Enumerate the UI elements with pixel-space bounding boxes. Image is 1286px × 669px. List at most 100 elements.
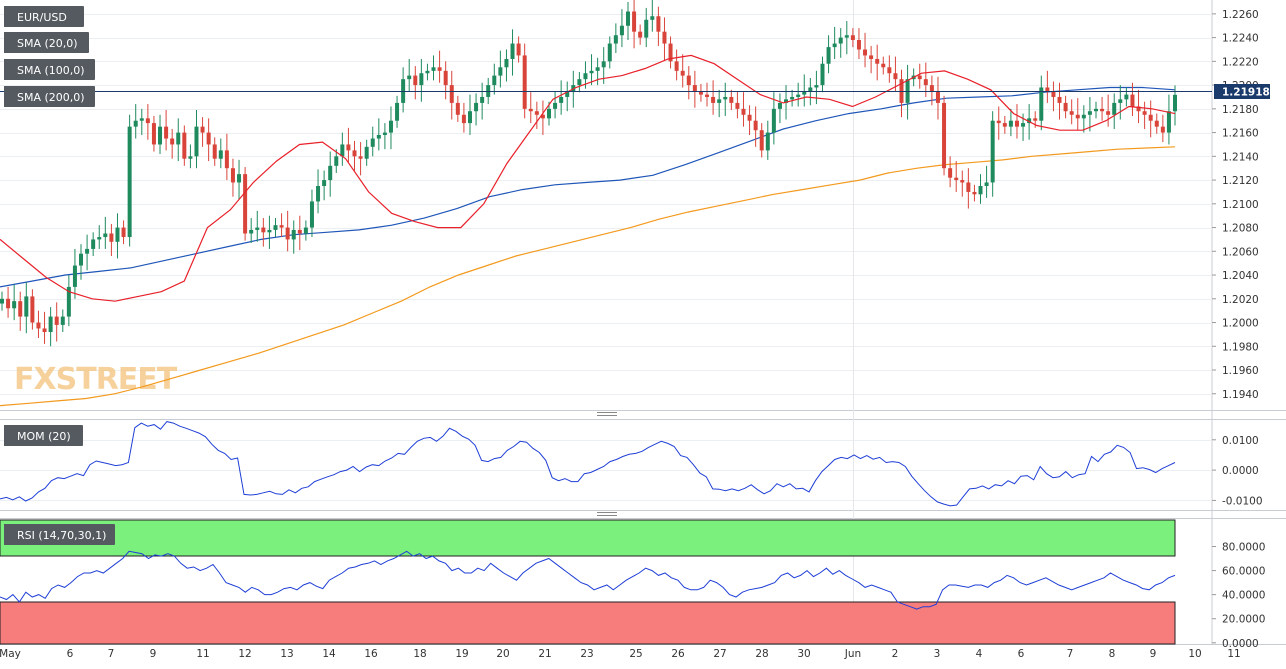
- candle-body: [1002, 123, 1007, 127]
- candle-body: [1027, 118, 1032, 124]
- candle-body: [644, 19, 649, 38]
- candle-body: [54, 316, 59, 325]
- candle-body: [133, 120, 138, 127]
- candle-body: [990, 120, 995, 183]
- candle-body: [382, 132, 387, 135]
- rsi-overbought-zone: [0, 519, 1176, 557]
- candle-body: [589, 70, 594, 74]
- candle-body: [200, 126, 205, 133]
- candle-body: [1014, 120, 1019, 127]
- candle-body: [516, 43, 521, 56]
- candle-body: [698, 91, 703, 95]
- candle-body: [243, 174, 248, 234]
- candle-body: [267, 229, 272, 233]
- candle-body: [230, 168, 235, 183]
- candle-body: [850, 35, 855, 40]
- price-y-tick-label: 1.2020: [1222, 294, 1259, 306]
- candle-body: [1100, 108, 1105, 112]
- candle-body: [492, 75, 497, 86]
- sma20-line: [0, 54, 1176, 302]
- candles-layer: [0, 0, 1177, 347]
- candle-body: [960, 180, 965, 183]
- candle-body: [249, 229, 254, 234]
- candle-body: [656, 16, 661, 32]
- mom-tag[interactable]: MOM (20): [4, 425, 83, 446]
- candle-body: [777, 102, 782, 109]
- x-tick-label: 23: [580, 648, 593, 660]
- candle-body: [753, 120, 758, 131]
- candle-body: [875, 58, 880, 64]
- candle-body: [103, 233, 108, 238]
- price-y-tick-label: 1.1940: [1222, 389, 1259, 401]
- mom-tag-label: MOM (20): [17, 430, 71, 443]
- sma200-line: [0, 146, 1176, 407]
- candle-body: [0, 298, 4, 304]
- candle-body: [1118, 99, 1123, 103]
- rsi-y-tick-label: 0.0000: [1222, 638, 1259, 650]
- candle-body: [1154, 120, 1159, 127]
- candle-body: [692, 85, 697, 92]
- grid-lines: [0, 0, 1212, 644]
- price-y-tick-label: 1.2140: [1222, 151, 1259, 163]
- candle-body: [887, 67, 892, 74]
- x-tick-label: 18: [413, 648, 426, 660]
- x-tick-label: 20: [496, 648, 509, 660]
- candle-body: [680, 70, 685, 76]
- candle-body: [1021, 123, 1026, 127]
- candle-body: [790, 96, 795, 100]
- candle-body: [443, 70, 448, 86]
- price-y-tick-label: 1.2100: [1222, 199, 1259, 211]
- sma200-tag[interactable]: SMA (200,0): [4, 86, 95, 107]
- candle-body: [303, 227, 308, 234]
- candle-body: [60, 316, 65, 325]
- candle-body: [784, 99, 789, 103]
- candle-body: [553, 102, 558, 109]
- sma20-layer: [0, 54, 1176, 302]
- candle-body: [771, 108, 776, 133]
- candle-body: [85, 248, 90, 254]
- symbol-tag[interactable]: EUR/USD: [4, 6, 84, 27]
- pane-resize-handle-bottom[interactable]: [597, 512, 617, 516]
- candle-body: [1106, 111, 1111, 115]
- x-tick-label: 2: [892, 648, 899, 660]
- x-tick-label: 6: [1018, 648, 1025, 660]
- candle-body: [1087, 111, 1092, 115]
- candle-body: [1142, 111, 1147, 115]
- candle-body: [1160, 126, 1165, 133]
- candle-body: [431, 67, 436, 71]
- price-y-tick-label: 1.2220: [1222, 56, 1259, 68]
- x-tick-label: 30: [797, 648, 810, 660]
- candle-body: [158, 126, 163, 145]
- candle-body: [996, 120, 1001, 124]
- candle-body: [826, 47, 831, 64]
- candle-body: [449, 85, 454, 103]
- x-tick-label: 14: [322, 648, 336, 660]
- price-y-axis: 1.22601.22401.22201.22001.21801.21601.21…: [1212, 9, 1259, 401]
- candle-body: [595, 67, 600, 71]
- candle-body: [388, 120, 393, 133]
- candle-body: [1148, 114, 1153, 121]
- candle-body: [571, 85, 576, 92]
- candle-body: [285, 227, 290, 240]
- sma100-tag[interactable]: SMA (100,0): [4, 59, 95, 80]
- x-tick-label: 11: [1227, 648, 1240, 660]
- candle-body: [461, 114, 466, 124]
- candle-body: [334, 156, 339, 166]
- rsi-y-axis: 80.0000 60.0000 40.0000 20.0000 0.0000: [1212, 541, 1265, 650]
- rsi-tag[interactable]: RSI (14,70,30,1): [4, 524, 115, 545]
- price-y-tick-label: 1.1980: [1222, 341, 1259, 353]
- pane-resize-handle-top[interactable]: [597, 412, 617, 416]
- candle-body: [1124, 94, 1129, 100]
- rsi-oversold-zone: [0, 601, 1176, 645]
- candle-body: [91, 239, 96, 249]
- sma20-tag[interactable]: SMA (20,0): [4, 32, 89, 53]
- rsi-y-tick-label: 80.0000: [1222, 541, 1265, 553]
- price-y-tick-label: 1.2120: [1222, 175, 1259, 187]
- candle-body: [686, 75, 691, 86]
- candle-body: [309, 201, 314, 228]
- price-y-tick-label: 1.2040: [1222, 270, 1259, 282]
- candle-body: [425, 70, 430, 74]
- candle-body: [705, 94, 710, 97]
- price-y-tick-label: 1.2000: [1222, 318, 1259, 330]
